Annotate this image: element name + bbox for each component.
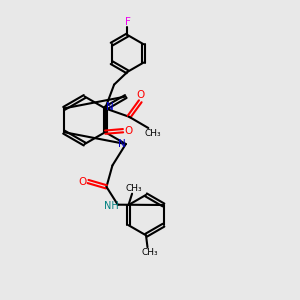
Text: CH₃: CH₃ [125, 184, 142, 193]
Text: O: O [136, 90, 144, 100]
Text: CH₃: CH₃ [142, 248, 158, 257]
Text: NH: NH [104, 201, 119, 211]
Text: O: O [78, 176, 86, 187]
Text: CH₃: CH₃ [144, 129, 161, 138]
Text: F: F [124, 17, 130, 27]
Text: N: N [118, 139, 126, 149]
Text: N: N [106, 102, 113, 112]
Text: O: O [125, 126, 133, 136]
